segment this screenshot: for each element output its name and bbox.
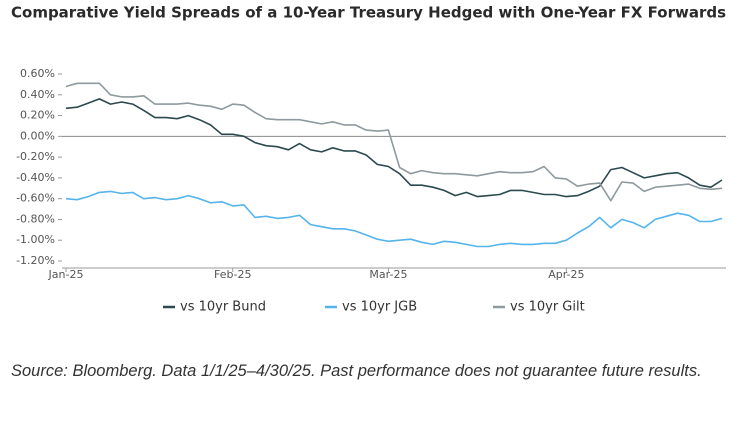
x-tick-label: Apr-25 (548, 268, 584, 281)
x-tick-label: Jan-25 (48, 268, 84, 281)
source-note: Source: Bloomberg. Data 1/1/25–4/30/25. … (11, 362, 702, 380)
x-tick-label: Feb-25 (214, 268, 251, 281)
y-tick-label: 0.60% (20, 67, 55, 80)
legend-label: vs 10yr Gilt (510, 300, 585, 315)
y-tick-label: -1.00% (16, 233, 55, 246)
y-tick-label: -0.20% (16, 150, 55, 163)
y-tick-label: -0.60% (16, 192, 55, 205)
chart-title: Comparative Yield Spreads of a 10-Year T… (11, 4, 726, 22)
y-tick-label: -0.80% (16, 212, 55, 225)
y-tick-label: 0.00% (20, 129, 55, 142)
y-tick-label: -0.40% (16, 171, 55, 184)
series-line (65, 82, 723, 202)
y-tick-label: 0.40% (20, 88, 55, 101)
y-tick-label: -1.20% (16, 254, 55, 267)
legend-label: vs 10yr JGB (342, 300, 417, 315)
series-line (65, 98, 723, 198)
legend-label: vs 10yr Bund (180, 300, 266, 315)
x-tick-label: Mar-25 (369, 268, 407, 281)
series-line (65, 190, 723, 248)
y-tick-label: 0.20% (20, 109, 55, 122)
chart: Comparative Yield Spreads of a 10-Year T… (11, 4, 726, 315)
